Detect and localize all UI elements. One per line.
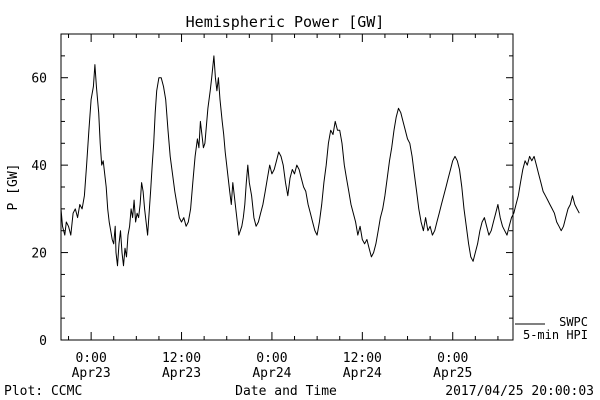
y-tick-label: 40 (31, 159, 47, 174)
legend-entry-hpi: 5-min HPI (523, 328, 588, 342)
y-axis: 0 20 40 60 (31, 33, 513, 349)
x-axis: 0:00Apr2312:00Apr230:00Apr2412:00Apr240:… (68, 34, 499, 381)
x-tick-time-label: 12:00 (162, 351, 201, 366)
y-tick-label: 20 (31, 247, 47, 262)
x-tick-date-label: Apr23 (72, 366, 111, 381)
x-tick-time-label: 12:00 (343, 351, 382, 366)
chart-title: Hemispheric Power [GW] (186, 13, 385, 31)
footer-timestamp: 2017/04/25 20:00:03 (445, 384, 594, 399)
legend-entry-swpc: SWPC (559, 315, 588, 329)
y-tick-label: 60 (31, 72, 47, 87)
y-axis-label: P [GW] (6, 164, 21, 211)
y-tick-label: 0 (39, 334, 47, 349)
x-tick-date-label: Apr23 (162, 366, 201, 381)
legend: SWPC 5-min HPI (515, 315, 588, 342)
plot-frame (60, 33, 514, 341)
plot-area (60, 55, 580, 267)
series-line-hpi (60, 55, 580, 267)
x-tick-time-label: 0:00 (256, 351, 287, 366)
x-axis-label: Date and Time (235, 384, 337, 399)
x-tick-date-label: Apr24 (343, 366, 382, 381)
x-tick-date-label: Apr25 (433, 366, 472, 381)
footer-credit: Plot: CCMC (4, 384, 82, 399)
x-tick-date-label: Apr24 (252, 366, 291, 381)
x-tick-time-label: 0:00 (437, 351, 468, 366)
x-tick-time-label: 0:00 (75, 351, 106, 366)
